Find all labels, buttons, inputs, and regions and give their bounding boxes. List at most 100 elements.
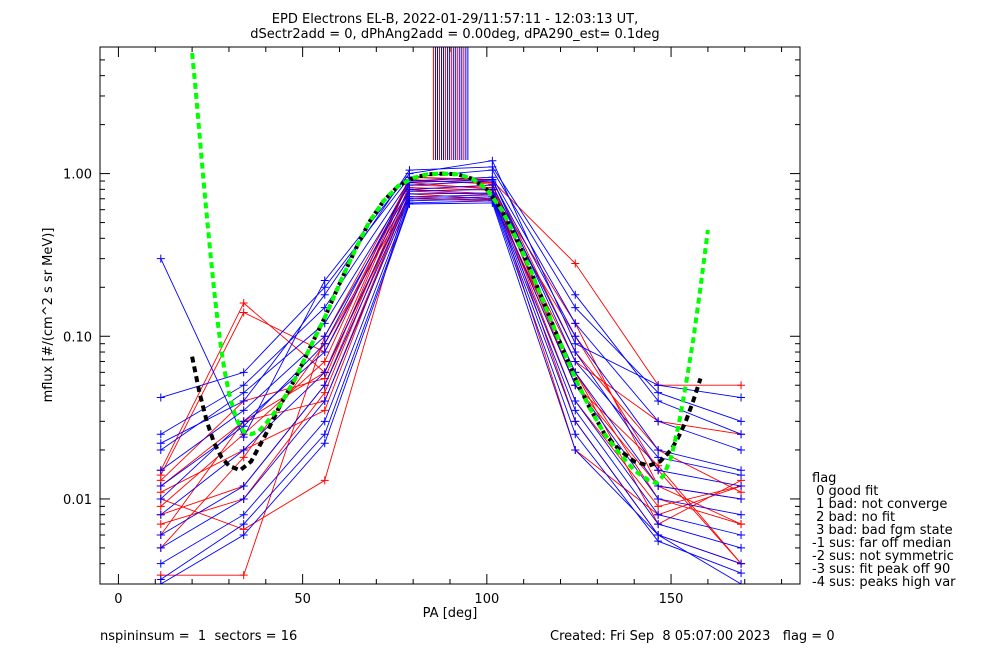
blue-series-point bbox=[405, 200, 414, 209]
legend-entry: 3 bad: bad fgm state bbox=[812, 523, 953, 538]
blue-series-point bbox=[320, 348, 329, 357]
blue-series-point bbox=[571, 406, 580, 415]
blue-series-point bbox=[737, 393, 746, 402]
blue-series-line bbox=[160, 196, 742, 549]
blue-series-point bbox=[654, 494, 663, 503]
red-series-point bbox=[320, 388, 329, 397]
blue-series-point bbox=[737, 559, 746, 568]
legend-entry: -3 sus: fit peak off 90 bbox=[812, 562, 950, 577]
blue-series-point bbox=[239, 482, 248, 491]
red-series-line bbox=[160, 187, 742, 525]
blue-series-point bbox=[571, 417, 580, 426]
blue-series-point bbox=[239, 433, 248, 442]
red-series-point bbox=[239, 571, 248, 580]
x-tick-label: 100 bbox=[474, 592, 499, 607]
blue-series-line bbox=[160, 180, 742, 471]
blue-series-point bbox=[320, 430, 329, 439]
blue-series-point bbox=[320, 381, 329, 390]
blue-series-point bbox=[737, 445, 746, 454]
y-tick-label: 0.01 bbox=[63, 493, 92, 508]
blue-series-line bbox=[160, 179, 742, 487]
blue-series-point bbox=[571, 332, 580, 341]
blue-series-point bbox=[571, 348, 580, 357]
blue-series-point bbox=[156, 439, 165, 448]
red-series-point bbox=[239, 308, 248, 317]
blue-series-point bbox=[239, 445, 248, 454]
blue-series-point bbox=[320, 368, 329, 377]
blue-series-point bbox=[654, 510, 663, 519]
y-tick-label: 0.10 bbox=[63, 330, 92, 345]
red-series-line bbox=[160, 190, 742, 493]
ticks-layer: 0 50 100 150 0.01 0.10 1.00 bbox=[63, 46, 800, 607]
blue-series-point bbox=[239, 406, 248, 415]
legend-title: flag bbox=[812, 471, 836, 486]
blue-series-point bbox=[156, 393, 165, 402]
blue-series-point bbox=[571, 430, 580, 439]
blue-series-point bbox=[156, 466, 165, 475]
red-series-point bbox=[320, 406, 329, 415]
blue-series-point bbox=[737, 417, 746, 426]
blue-series-point bbox=[239, 396, 248, 405]
blue-series-point bbox=[156, 543, 165, 552]
blue-series-point bbox=[156, 510, 165, 519]
legend-entry: 0 good fit bbox=[812, 484, 878, 499]
blue-series-point bbox=[737, 510, 746, 519]
x-tick-label: 0 bbox=[114, 592, 122, 607]
blue-series-point bbox=[571, 303, 580, 312]
blue-series-point bbox=[571, 445, 580, 454]
blue-series-point bbox=[488, 162, 497, 171]
footer-left: nspininsum = 1 sectors = 16 bbox=[100, 629, 297, 644]
red-series-point bbox=[239, 299, 248, 308]
blue-series-point bbox=[239, 368, 248, 377]
blue-series-line bbox=[160, 202, 742, 584]
blue-series-line bbox=[160, 166, 742, 444]
blue-series-point bbox=[239, 520, 248, 529]
blue-series-point bbox=[571, 339, 580, 348]
blue-series-point bbox=[737, 569, 746, 578]
blue-series-point bbox=[737, 482, 746, 491]
chart-subtitle: dSectr2add = 0, dPhAng2add = 0.00deg, dP… bbox=[250, 27, 659, 42]
blue-series-line bbox=[160, 192, 742, 516]
chart-title: EPD Electrons EL-B, 2022-01-29/11:57:11 … bbox=[272, 12, 638, 27]
green-fit-line bbox=[190, 52, 710, 486]
blue-series-line bbox=[160, 188, 742, 500]
legend-entry: -1 sus: far off median bbox=[812, 536, 951, 551]
blue-series-point bbox=[320, 283, 329, 292]
blue-series-point bbox=[239, 510, 248, 519]
blue-series-point bbox=[571, 357, 580, 366]
red-series-line bbox=[160, 176, 742, 471]
blue-series-point bbox=[239, 381, 248, 390]
blue-series-point bbox=[156, 445, 165, 454]
x-tick-label: 50 bbox=[294, 592, 311, 607]
red-series-point bbox=[239, 453, 248, 462]
blue-series-point bbox=[488, 175, 497, 184]
blue-series-point bbox=[239, 494, 248, 503]
blue-series-line bbox=[160, 194, 742, 536]
blue-series-point bbox=[654, 388, 663, 397]
red-series-line bbox=[160, 188, 742, 530]
red-series-line bbox=[160, 179, 742, 564]
blue-series-line bbox=[160, 176, 742, 451]
blue-series-point bbox=[320, 290, 329, 299]
blue-series-point bbox=[156, 531, 165, 540]
red-series-point bbox=[737, 381, 746, 390]
x-tick-label: 150 bbox=[659, 592, 684, 607]
x-axis-label: PA [deg] bbox=[423, 606, 478, 621]
red-series-point bbox=[320, 476, 329, 485]
blue-series-point bbox=[654, 417, 663, 426]
blue-series-line bbox=[160, 198, 742, 565]
series-layer bbox=[156, 47, 746, 584]
y-axis-label: mflux [#/(cm^2 s sr MeV)] bbox=[41, 228, 56, 403]
legend-entry: -4 sus: peaks high var bbox=[812, 575, 956, 590]
blue-series-point bbox=[320, 417, 329, 426]
legend-entry: -2 sus: not symmetric bbox=[812, 549, 954, 564]
blue-series-point bbox=[737, 494, 746, 503]
blue-series-point bbox=[320, 332, 329, 341]
blue-series-point bbox=[654, 396, 663, 405]
blue-series-point bbox=[156, 494, 165, 503]
red-series-line bbox=[160, 193, 742, 525]
red-series-point bbox=[320, 357, 329, 366]
blue-series-point bbox=[156, 580, 165, 584]
blue-series-point bbox=[571, 319, 580, 328]
